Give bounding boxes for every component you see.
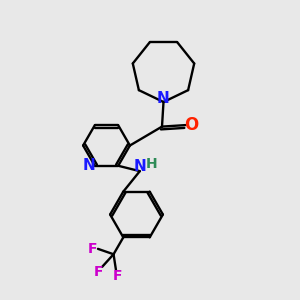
Text: N: N bbox=[83, 158, 96, 173]
Text: O: O bbox=[184, 116, 199, 134]
Text: F: F bbox=[88, 242, 97, 256]
Text: H: H bbox=[146, 157, 157, 171]
Text: N: N bbox=[157, 91, 170, 106]
Text: F: F bbox=[94, 265, 103, 279]
Text: N: N bbox=[134, 160, 147, 175]
Text: F: F bbox=[113, 269, 122, 283]
